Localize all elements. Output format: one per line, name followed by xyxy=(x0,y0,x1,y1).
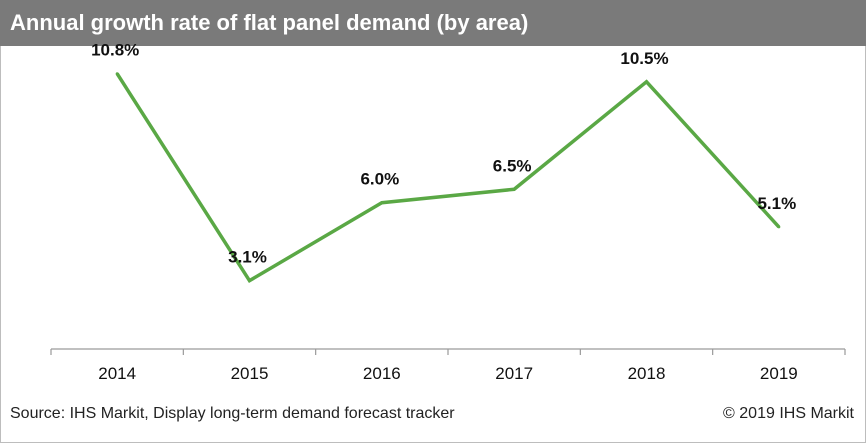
data-label: 6.0% xyxy=(360,170,399,189)
data-label: 3.1% xyxy=(228,248,267,267)
source-note: Source: IHS Markit, Display long-term de… xyxy=(10,405,455,422)
x-tick-label: 2014 xyxy=(98,364,136,383)
title-bar: Annual growth rate of flat panel demand … xyxy=(0,0,866,46)
data-point xyxy=(645,80,648,84)
data-label: 10.5% xyxy=(620,49,668,68)
data-point xyxy=(380,201,384,205)
chart-title: Annual growth rate of flat panel demand … xyxy=(10,10,529,35)
data-point xyxy=(512,187,516,191)
data-label: 6.5% xyxy=(493,156,532,175)
x-tick-label: 2016 xyxy=(363,364,401,383)
copyright-note: © 2019 IHS Markit xyxy=(723,405,854,422)
data-point xyxy=(248,279,251,283)
data-point xyxy=(115,72,119,76)
data-label: 10.8% xyxy=(91,41,139,60)
data-point xyxy=(777,225,781,229)
x-tick-label: 2017 xyxy=(495,364,533,383)
data-label: 5.1% xyxy=(757,194,796,213)
x-tick-label: 2019 xyxy=(760,364,798,383)
x-tick-label: 2015 xyxy=(231,364,269,383)
x-tick-label: 2018 xyxy=(628,364,666,383)
series-line-growth-rate xyxy=(115,72,781,284)
